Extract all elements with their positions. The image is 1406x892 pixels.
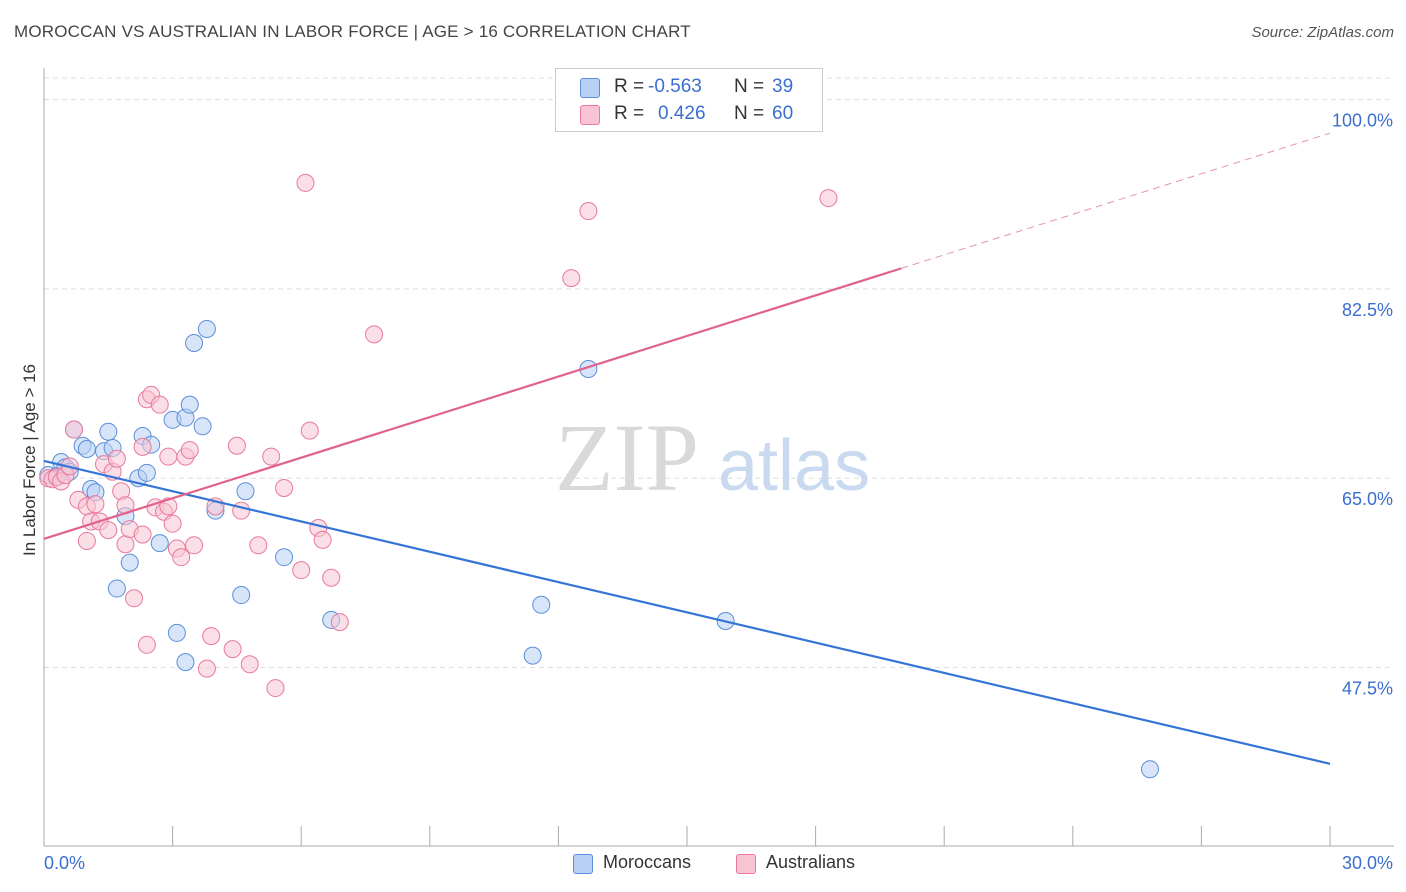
australian-point bbox=[133, 525, 152, 544]
australian-point bbox=[86, 495, 105, 514]
moroccans-legend-label: Moroccans bbox=[603, 852, 692, 872]
moroccan-point bbox=[167, 623, 186, 642]
australian-point bbox=[137, 635, 156, 654]
australian-point bbox=[365, 325, 384, 344]
chart-title: MOROCCAN VS AUSTRALIAN IN LABOR FORCE | … bbox=[14, 22, 691, 41]
australian-point bbox=[232, 501, 251, 520]
australian-point bbox=[313, 530, 332, 549]
moroccan-point bbox=[120, 553, 139, 572]
australian-point bbox=[330, 613, 349, 632]
moroccan-point bbox=[150, 534, 169, 553]
australian-point bbox=[322, 568, 341, 587]
watermark-atlas: atlas bbox=[718, 426, 870, 506]
australian-point bbox=[163, 514, 182, 533]
australian-point bbox=[133, 437, 152, 456]
grid-layer bbox=[44, 77, 1394, 669]
trend-layer bbox=[43, 132, 1331, 765]
moroccan-point bbox=[176, 653, 195, 672]
moroccans-legend-swatch bbox=[573, 854, 593, 874]
y-tick-label: 100.0% bbox=[1332, 111, 1393, 131]
x-tick-label: 30.0% bbox=[1342, 853, 1393, 873]
australian-point bbox=[185, 536, 204, 555]
moroccans-swatch bbox=[580, 78, 600, 98]
moroccan-point bbox=[193, 417, 212, 436]
moroccan-point bbox=[197, 319, 216, 338]
australian-point bbox=[296, 173, 315, 192]
australian-point bbox=[223, 640, 242, 659]
australian-point bbox=[116, 535, 135, 554]
n-value: 60 bbox=[772, 103, 794, 124]
tick-label-layer: 47.5% 65.0% 82.5% 100.0% 0.0% 30.0% bbox=[44, 111, 1393, 873]
moroccan-point bbox=[137, 463, 156, 482]
watermark-zip: ZIP bbox=[555, 404, 699, 511]
australian-point bbox=[202, 627, 221, 646]
australian-point bbox=[300, 421, 319, 440]
australian-point bbox=[150, 395, 169, 414]
australian-point bbox=[159, 447, 178, 466]
y-tick-label: 65.0% bbox=[1342, 489, 1393, 509]
n-value: 39 bbox=[772, 76, 794, 97]
australian-point bbox=[579, 202, 598, 221]
n-label: N = bbox=[734, 103, 765, 124]
australian-point bbox=[819, 189, 838, 208]
moroccan-point bbox=[185, 334, 204, 353]
australians-legend-swatch bbox=[736, 854, 756, 874]
australian-point bbox=[197, 659, 216, 678]
n-label: N = bbox=[734, 76, 765, 97]
y-tick-label: 82.5% bbox=[1342, 300, 1393, 320]
australians-swatch bbox=[580, 105, 600, 125]
australian-trend-line bbox=[43, 267, 902, 540]
source-label: Source: ZipAtlas.com bbox=[1251, 24, 1394, 41]
moroccan-point bbox=[99, 422, 118, 441]
australians-legend-label: Australians bbox=[766, 852, 856, 872]
australian-point bbox=[180, 441, 199, 460]
r-label: R = bbox=[614, 76, 645, 97]
moroccan-point bbox=[1140, 760, 1159, 779]
moroccan-point bbox=[180, 395, 199, 414]
r-label: R = bbox=[614, 103, 645, 124]
australian-point bbox=[65, 420, 84, 439]
australian-point bbox=[227, 436, 246, 455]
australian-point bbox=[292, 561, 311, 580]
australian-point bbox=[159, 497, 178, 516]
moroccan-point bbox=[236, 482, 255, 501]
moroccan-point bbox=[107, 579, 126, 598]
moroccan-point bbox=[523, 646, 542, 665]
australian-point bbox=[172, 548, 191, 567]
australian-point bbox=[107, 449, 126, 468]
australian-trend-line bbox=[901, 132, 1331, 269]
australian-point bbox=[125, 589, 144, 608]
australian-point bbox=[240, 655, 259, 674]
australian-point bbox=[77, 531, 96, 550]
australian-point bbox=[275, 478, 294, 497]
australian-point bbox=[266, 679, 285, 698]
moroccan-trend-line bbox=[43, 459, 1331, 765]
y-tick-label: 47.5% bbox=[1342, 679, 1393, 699]
moroccan-point bbox=[532, 595, 551, 614]
australian-point bbox=[562, 269, 581, 288]
r-value: 0.426 bbox=[658, 103, 706, 124]
points-layer bbox=[39, 173, 1159, 779]
moroccan-point bbox=[77, 440, 96, 459]
x-tick-label: 0.0% bbox=[44, 853, 85, 873]
moroccan-point bbox=[232, 586, 251, 605]
moroccan-point bbox=[275, 548, 294, 567]
australian-point bbox=[249, 536, 268, 555]
stats-legend: R = -0.563 N = 39 R = 0.426 N = 60 bbox=[555, 68, 823, 132]
axis-layer bbox=[43, 68, 1394, 847]
australian-point bbox=[262, 447, 281, 466]
australian-point bbox=[99, 521, 118, 540]
r-value: -0.563 bbox=[648, 76, 702, 97]
